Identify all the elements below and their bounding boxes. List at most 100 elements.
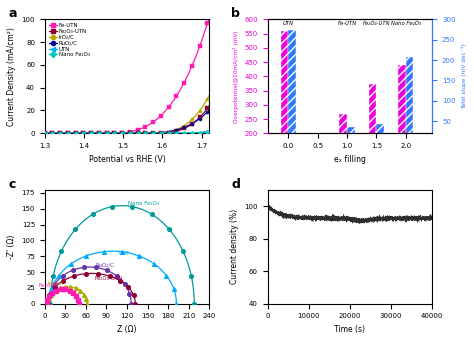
Point	[41, 131, 48, 136]
Point	[47, 286, 55, 292]
Point	[64, 131, 72, 136]
Y-axis label: Overpotential@10mA/cm² (mV): Overpotential@10mA/cm² (mV)	[233, 30, 239, 123]
Text: Fe₂O₃-UTN: Fe₂O₃-UTN	[95, 276, 123, 281]
Point	[103, 131, 110, 136]
Point	[72, 285, 80, 291]
Point	[179, 248, 187, 254]
Point	[106, 273, 113, 279]
Point	[64, 131, 72, 136]
Bar	[339, 114, 347, 190]
Point	[43, 301, 51, 307]
Point	[142, 131, 149, 136]
Point	[46, 301, 54, 307]
Point	[118, 131, 126, 136]
Point	[125, 285, 132, 290]
Point	[56, 285, 64, 291]
Point	[95, 131, 103, 136]
Point	[204, 20, 211, 26]
Point	[82, 253, 90, 259]
Point	[82, 296, 90, 302]
Point	[142, 131, 149, 136]
Text: UTN: UTN	[283, 21, 294, 26]
Point	[131, 301, 139, 307]
Bar	[281, 31, 288, 190]
Point	[170, 286, 178, 292]
Point	[150, 261, 158, 267]
Point	[126, 131, 134, 136]
Point	[130, 293, 137, 298]
Point	[49, 290, 56, 295]
Y-axis label: -Z' (Ω): -Z' (Ω)	[7, 235, 16, 259]
Point	[95, 131, 103, 136]
Point	[128, 204, 136, 209]
Point	[87, 131, 95, 136]
Point	[49, 131, 56, 136]
Point	[157, 131, 164, 136]
Point	[157, 130, 164, 135]
Point	[110, 131, 118, 136]
Point	[196, 108, 203, 113]
Point	[64, 131, 72, 136]
Point	[80, 131, 87, 136]
Point	[181, 126, 188, 131]
Point	[173, 301, 180, 307]
Point	[173, 127, 180, 132]
Point	[157, 113, 164, 118]
Point	[41, 131, 48, 136]
X-axis label: Time (s): Time (s)	[335, 325, 365, 334]
Point	[157, 131, 164, 136]
Point	[134, 131, 141, 136]
Point	[188, 63, 196, 69]
Point	[87, 131, 95, 136]
Point	[126, 131, 134, 136]
Point	[72, 131, 80, 136]
Point	[142, 124, 149, 129]
Point	[118, 131, 126, 136]
Point	[204, 129, 211, 135]
Text: Fe-UTN: Fe-UTN	[337, 21, 356, 26]
Bar	[347, 127, 355, 142]
Point	[51, 288, 59, 294]
Point	[149, 131, 157, 136]
Point	[110, 131, 118, 136]
Point	[53, 288, 60, 293]
X-axis label: eₓ filling: eₓ filling	[334, 154, 366, 164]
Point	[72, 131, 80, 136]
Point	[59, 273, 66, 279]
Point	[118, 131, 126, 136]
Point	[49, 273, 57, 279]
Point	[191, 301, 198, 307]
Point	[173, 93, 180, 99]
Point	[87, 131, 95, 136]
Point	[165, 130, 173, 135]
Point	[66, 288, 73, 293]
Point	[87, 131, 95, 136]
Point	[103, 268, 110, 273]
Point	[165, 104, 173, 110]
Point	[165, 226, 173, 232]
Text: d: d	[231, 178, 240, 191]
Point	[92, 265, 100, 270]
Bar	[406, 57, 413, 142]
Point	[56, 131, 64, 136]
Point	[56, 131, 64, 136]
Point	[46, 293, 53, 299]
Point	[181, 80, 188, 85]
Text: Fe-UTN: Fe-UTN	[39, 283, 59, 288]
Point	[45, 301, 52, 307]
Point	[126, 291, 133, 296]
Point	[67, 284, 74, 290]
Point	[157, 130, 164, 136]
Point	[70, 290, 77, 295]
Point	[45, 301, 52, 307]
Point	[142, 131, 149, 136]
Point	[118, 249, 126, 254]
Y-axis label: Current Density (mA/cm²): Current Density (mA/cm²)	[7, 27, 16, 126]
Point	[80, 131, 87, 136]
Point	[72, 131, 80, 136]
Point	[103, 131, 110, 136]
Point	[83, 301, 91, 307]
Point	[188, 121, 196, 127]
Point	[81, 292, 88, 297]
Point	[110, 131, 118, 136]
